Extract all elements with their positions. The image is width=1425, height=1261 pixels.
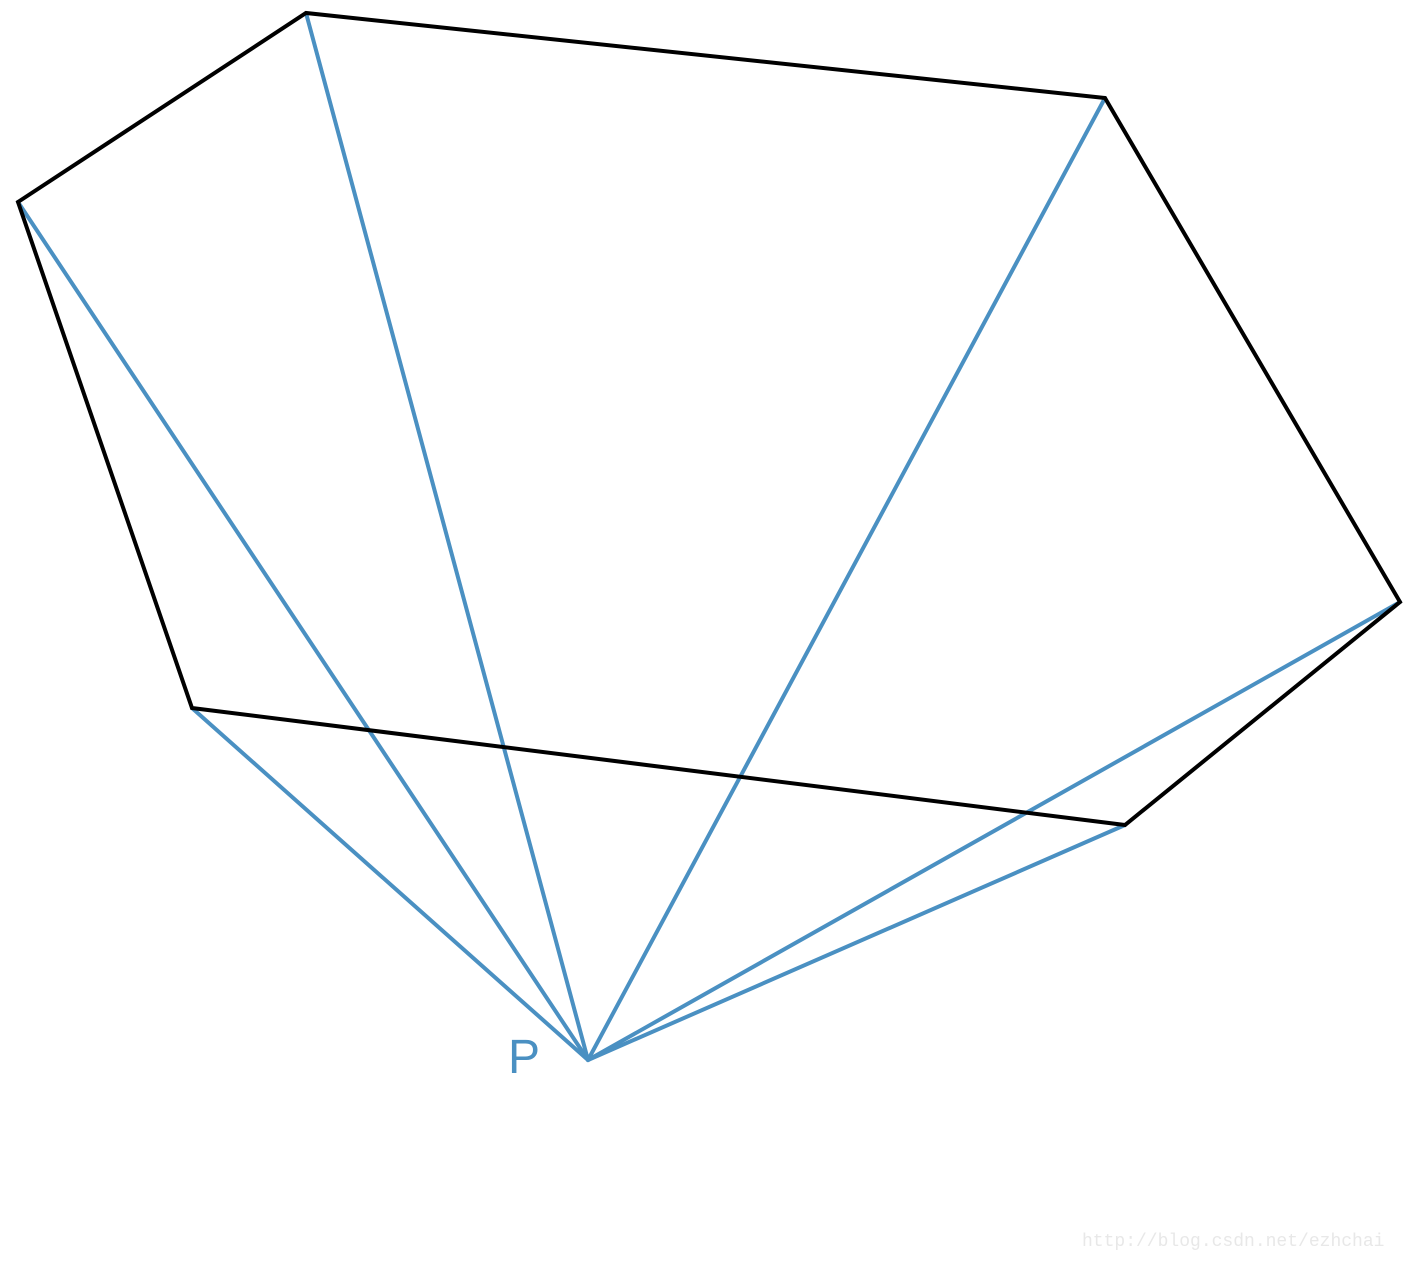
polygon-group	[18, 13, 1400, 825]
ray-to-v1	[306, 13, 588, 1060]
ray-to-v0	[18, 202, 588, 1060]
rays-group	[18, 13, 1400, 1060]
polygon-diagram	[0, 0, 1425, 1256]
ray-to-v4	[588, 825, 1125, 1060]
diagram-container: P http://blog.csdn.net/ezhchai	[0, 0, 1425, 1256]
point-p-label: P	[508, 1030, 540, 1085]
watermark-text: http://blog.csdn.net/ezhchai	[1082, 1232, 1384, 1252]
polygon-outline	[18, 13, 1400, 825]
